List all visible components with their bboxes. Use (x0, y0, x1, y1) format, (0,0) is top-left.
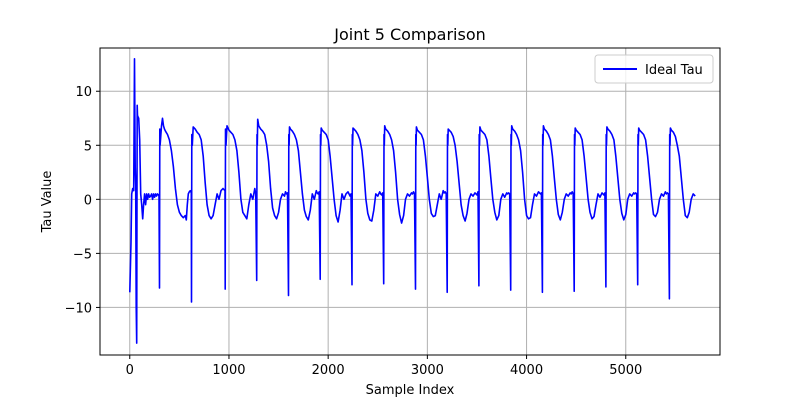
legend: Ideal Tau (594, 54, 714, 84)
x-tick-label: 5000 (609, 363, 642, 378)
x-tick-label: 4000 (510, 363, 543, 378)
plot-area (129, 57, 696, 344)
y-axis-label: Tau Value (40, 171, 55, 234)
x-tick-label: 3000 (411, 363, 444, 378)
y-tick-label: −5 (73, 247, 92, 262)
y-tick-label: 10 (75, 85, 92, 100)
x-tick-label: 0 (126, 363, 134, 378)
series-line-ideal-tau (129, 57, 696, 344)
y-tick-label: 5 (84, 139, 92, 154)
y-tick-label: 0 (84, 193, 92, 208)
legend-box (594, 54, 714, 84)
axis-ticks: 0 1000 2000 3000 4000 5000 −10 −5 0 5 10 (65, 85, 643, 378)
axes-frame (99, 47, 721, 356)
x-tick-label: 1000 (212, 363, 245, 378)
grid (100, 48, 720, 355)
legend-label-ideal-tau: Ideal Tau (645, 63, 703, 78)
x-tick-label: 2000 (312, 363, 345, 378)
chart-title: Joint 5 Comparison (333, 25, 486, 44)
x-axis-label: Sample Index (366, 383, 455, 398)
y-tick-label: −10 (65, 301, 92, 316)
